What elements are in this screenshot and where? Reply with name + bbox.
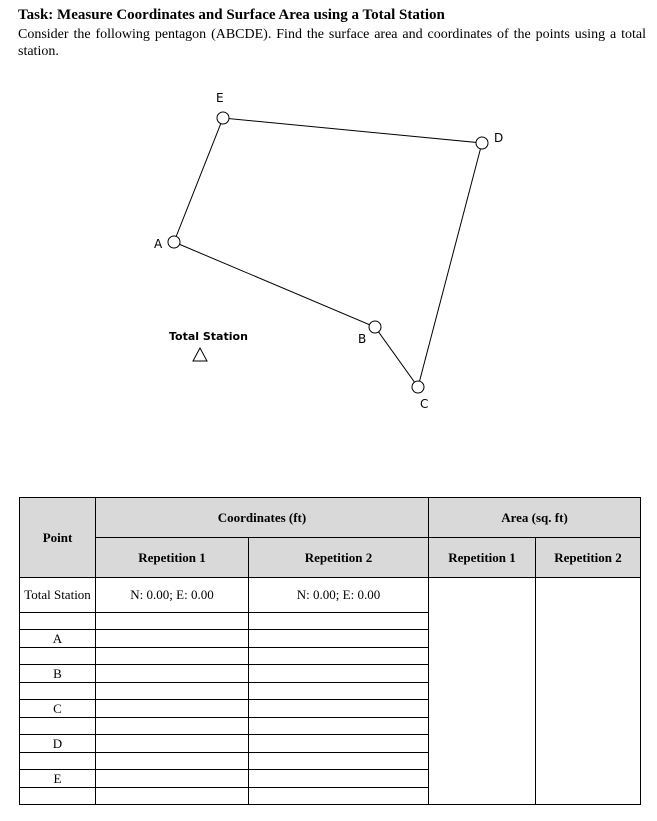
point-cell: Total Station: [19, 577, 96, 613]
point-cell: C: [19, 699, 96, 718]
point-b-label: B: [358, 332, 366, 346]
point-b-marker: [368, 320, 382, 334]
coord-rep1-header: Repetition 1: [95, 537, 249, 578]
point-cell: A: [19, 629, 96, 648]
coord-rep1-cell[interactable]: [95, 629, 249, 648]
point-cell: E: [19, 769, 96, 788]
coord-rep2-cell[interactable]: [248, 734, 429, 753]
point-e-label: E: [216, 91, 224, 105]
point-cell: D: [19, 734, 96, 753]
results-table: Point Coordinates (ft) Area (sq. ft) Rep…: [19, 497, 641, 805]
table-row: E: [19, 769, 641, 788]
coord-rep1-cell[interactable]: N: 0.00; E: 0.00: [95, 577, 249, 613]
point-a-marker: [167, 235, 181, 249]
total-station-label: Total Station: [169, 330, 248, 343]
pentagon-outline: [173, 117, 483, 389]
point-c-marker: [411, 380, 425, 394]
coord-rep2-cell[interactable]: [248, 664, 429, 683]
point-c-label: C: [420, 397, 428, 411]
area-rep2-header: Repetition 2: [535, 537, 641, 578]
coord-rep1-cell[interactable]: [95, 734, 249, 753]
point-a-label: A: [154, 237, 163, 251]
coord-rep2-cell[interactable]: N: 0.00; E: 0.00: [248, 577, 429, 613]
table-row: Total Station N: 0.00; E: 0.00 N: 0.00; …: [19, 577, 641, 805]
area-header: Area (sq. ft): [428, 497, 641, 538]
area-rep1-cell[interactable]: [428, 577, 536, 805]
point-header: Point: [19, 497, 96, 578]
point-e-marker: [216, 111, 230, 125]
point-d-marker: [475, 136, 489, 150]
point-cell: B: [19, 664, 96, 683]
task-title: Task: Measure Coordinates and Surface Ar…: [18, 7, 445, 23]
coord-rep1-cell[interactable]: [95, 769, 249, 788]
coord-rep2-cell[interactable]: [248, 769, 429, 788]
task-description: Consider the following pentagon (ABCDE).…: [18, 27, 646, 59]
point-d-label: D: [494, 131, 503, 145]
coord-rep2-cell[interactable]: [248, 699, 429, 718]
pentagon-diagram: A B C D E Total Station: [154, 91, 503, 411]
area-rep2-cell[interactable]: [535, 577, 641, 805]
total-station-triangle-icon: [192, 346, 208, 362]
coord-rep2-cell[interactable]: [248, 629, 429, 648]
coord-rep2-header: Repetition 2: [248, 537, 429, 578]
area-rep1-header: Repetition 1: [428, 537, 536, 578]
coord-rep1-cell[interactable]: [95, 699, 249, 718]
coord-rep1-cell[interactable]: [95, 664, 249, 683]
coordinates-header: Coordinates (ft): [95, 497, 429, 538]
table-row: A: [19, 629, 641, 648]
